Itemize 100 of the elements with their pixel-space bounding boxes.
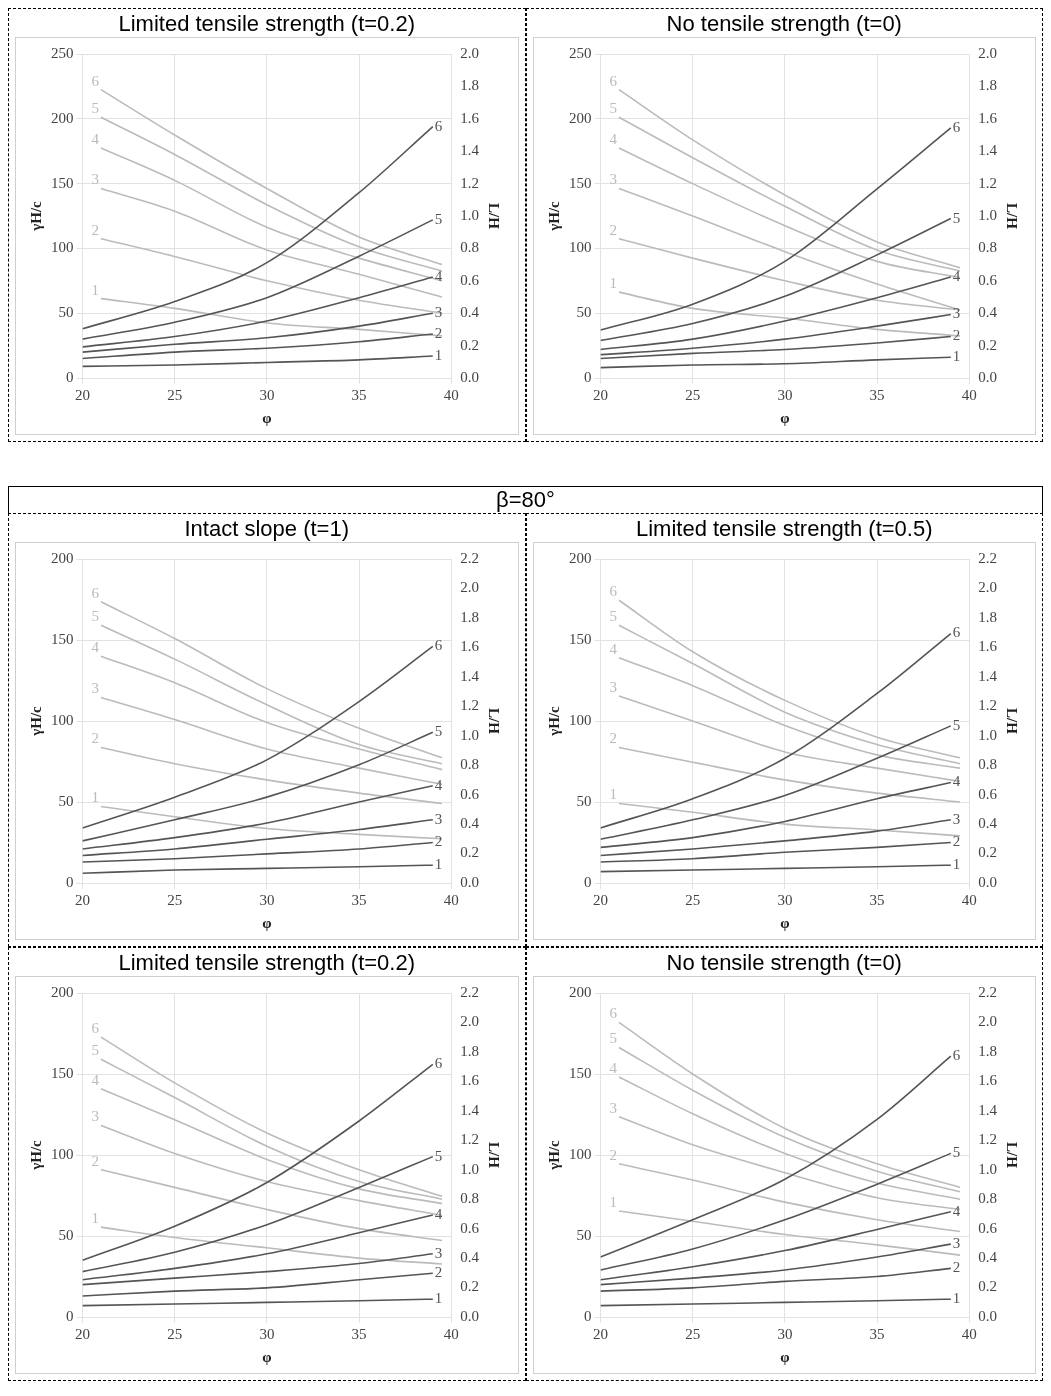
y2-tick-label: 0.6 xyxy=(977,271,997,288)
series-label: 6 xyxy=(608,72,617,89)
x-tick-label: 40 xyxy=(961,891,977,908)
y2-tick-label: 0.8 xyxy=(460,1190,479,1207)
y2-tick-label: 0.4 xyxy=(977,815,997,832)
line-series xyxy=(82,355,434,368)
y2-tick-label: 0.0 xyxy=(460,873,479,890)
x-tick-label: 35 xyxy=(351,1325,367,1342)
line-series xyxy=(100,624,443,765)
series-label: 2 xyxy=(952,833,960,850)
series-label: 4 xyxy=(91,130,100,147)
series-label: 2 xyxy=(952,1259,960,1276)
y-tick-label: 0 xyxy=(66,873,74,890)
line-series xyxy=(82,1063,434,1262)
y2-tick-label: 0.0 xyxy=(460,368,479,385)
line-series xyxy=(100,297,443,337)
x-tick-label: 35 xyxy=(351,891,367,908)
y-axis-title: γH/c xyxy=(27,1139,44,1171)
y-tick-label: 50 xyxy=(58,304,74,321)
series-label: 4 xyxy=(91,639,100,656)
line-series xyxy=(82,1214,434,1281)
y2-tick-label: 1.0 xyxy=(977,206,997,223)
x-tick-label: 40 xyxy=(961,386,977,403)
line-series xyxy=(100,1124,443,1217)
series-label: 3 xyxy=(434,304,443,321)
y2-axis-title: L/H xyxy=(1003,708,1020,735)
series-label: 2 xyxy=(434,833,443,850)
series-label: 2 xyxy=(91,221,99,238)
x-tick-label: 40 xyxy=(443,386,459,403)
y-tick-label: 150 xyxy=(51,174,74,191)
y2-tick-label: 1.8 xyxy=(460,1042,479,1059)
series-label: 3 xyxy=(952,810,960,827)
x-tick-label: 35 xyxy=(869,891,885,908)
y2-tick-label: 1.8 xyxy=(977,1042,997,1059)
line-series xyxy=(600,864,952,873)
y-tick-label: 0 xyxy=(583,1307,591,1324)
line-series xyxy=(600,313,952,356)
series-label: 6 xyxy=(952,624,961,641)
series-label: 6 xyxy=(91,584,100,601)
x-tick-label: 25 xyxy=(684,386,700,403)
y-tick-label: 50 xyxy=(58,1226,74,1243)
line-series xyxy=(100,1168,443,1242)
series-label: 6 xyxy=(952,1047,961,1064)
y2-tick-label: 2.2 xyxy=(977,983,997,1000)
y2-tick-label: 0.2 xyxy=(977,1278,997,1295)
series-label: 1 xyxy=(91,789,99,806)
series-label: 4 xyxy=(608,640,617,657)
x-tick-label: 40 xyxy=(443,891,459,908)
series-label: 5 xyxy=(91,608,99,625)
y-tick-label: 100 xyxy=(568,239,591,256)
y2-tick-label: 1.0 xyxy=(977,1160,997,1177)
y2-tick-label: 0.0 xyxy=(977,368,997,385)
y2-tick-label: 1.4 xyxy=(977,142,997,159)
x-tick-label: 25 xyxy=(684,1325,700,1342)
y-tick-label: 100 xyxy=(51,239,74,256)
line-series xyxy=(617,1163,961,1233)
y-tick-label: 0 xyxy=(66,1307,74,1324)
series-label: 4 xyxy=(608,1059,617,1076)
series-label: 2 xyxy=(91,1152,99,1169)
x-tick-label: 35 xyxy=(869,1325,885,1342)
series-label: 4 xyxy=(434,267,443,284)
y2-tick-label: 1.6 xyxy=(460,109,480,126)
line-series xyxy=(82,1253,434,1286)
y2-tick-label: 2.0 xyxy=(977,44,997,61)
x-tick-label: 25 xyxy=(167,386,183,403)
series-label: 1 xyxy=(91,281,99,298)
y2-tick-label: 0.2 xyxy=(460,1278,479,1295)
line-series xyxy=(100,88,443,266)
series-label: 5 xyxy=(608,1030,617,1047)
line-series xyxy=(82,1298,434,1307)
series-label: 2 xyxy=(608,1146,617,1163)
y2-tick-label: 1.6 xyxy=(977,1072,997,1089)
x-tick-label: 30 xyxy=(776,891,792,908)
line-series xyxy=(82,731,434,842)
series-label: 2 xyxy=(434,324,443,341)
y-axis-title: γH/c xyxy=(545,705,562,737)
x-axis-title: φ xyxy=(262,914,272,931)
x-axis-title: φ xyxy=(262,1348,272,1365)
line-series xyxy=(82,312,434,353)
series-label: 4 xyxy=(608,130,617,147)
chart-title: No tensile strength (t=0) xyxy=(665,950,903,976)
x-tick-label: 20 xyxy=(75,1325,90,1342)
x-tick-label: 40 xyxy=(961,1325,977,1342)
y2-tick-label: 1.6 xyxy=(460,638,480,655)
y-tick-label: 100 xyxy=(51,711,74,728)
line-series xyxy=(600,356,952,369)
series-label: 4 xyxy=(91,1071,100,1088)
y2-tick-label: 1.8 xyxy=(977,608,997,625)
x-tick-label: 25 xyxy=(684,891,700,908)
y2-tick-label: 1.6 xyxy=(460,1072,480,1089)
y-axis-title: γH/c xyxy=(545,1139,562,1171)
line-series xyxy=(100,187,443,298)
y-tick-label: 50 xyxy=(576,304,591,321)
line-series xyxy=(617,88,961,269)
series-label: 4 xyxy=(952,267,961,284)
chart-title: No tensile strength (t=0) xyxy=(665,11,903,37)
y2-tick-label: 1.0 xyxy=(460,206,479,223)
line-series xyxy=(82,219,434,340)
line-series xyxy=(82,819,434,857)
line-series xyxy=(82,125,434,330)
